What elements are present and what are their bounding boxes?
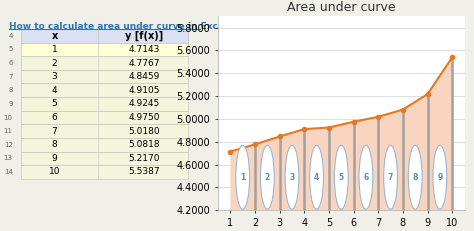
Circle shape	[408, 145, 422, 209]
Text: 4.9245: 4.9245	[128, 99, 160, 108]
Polygon shape	[329, 122, 354, 210]
Text: 5: 5	[9, 46, 13, 52]
Circle shape	[236, 145, 250, 209]
Text: 2: 2	[264, 173, 270, 182]
Text: 5: 5	[339, 173, 344, 182]
FancyBboxPatch shape	[21, 29, 188, 43]
Polygon shape	[403, 94, 428, 210]
Polygon shape	[354, 117, 378, 210]
Text: 4.8459: 4.8459	[128, 72, 160, 81]
Text: 9: 9	[52, 154, 57, 163]
FancyBboxPatch shape	[21, 97, 188, 111]
Text: 4: 4	[314, 173, 319, 182]
Polygon shape	[304, 128, 329, 210]
Text: 8: 8	[8, 87, 13, 93]
Text: 10: 10	[49, 167, 60, 176]
FancyBboxPatch shape	[21, 111, 188, 124]
FancyBboxPatch shape	[21, 165, 188, 179]
Circle shape	[359, 145, 373, 209]
Text: 11: 11	[4, 128, 13, 134]
Text: 5.5387: 5.5387	[128, 167, 160, 176]
Text: 10: 10	[4, 115, 13, 121]
Polygon shape	[378, 109, 403, 210]
Polygon shape	[230, 144, 255, 210]
Text: 8: 8	[412, 173, 418, 182]
Text: 13: 13	[4, 155, 13, 161]
Text: 1: 1	[52, 45, 57, 54]
Text: 4.9750: 4.9750	[128, 113, 160, 122]
Text: 3: 3	[289, 173, 295, 182]
Text: 14: 14	[4, 169, 13, 175]
Text: 12: 12	[4, 142, 13, 148]
Circle shape	[383, 145, 398, 209]
Circle shape	[334, 145, 348, 209]
Circle shape	[285, 145, 299, 209]
Text: 5: 5	[52, 99, 57, 108]
Text: 8: 8	[52, 140, 57, 149]
FancyBboxPatch shape	[21, 83, 188, 97]
Text: 2: 2	[52, 58, 57, 67]
Text: 4.9105: 4.9105	[128, 86, 160, 95]
FancyBboxPatch shape	[21, 43, 188, 56]
Text: 5.2170: 5.2170	[128, 154, 160, 163]
FancyBboxPatch shape	[21, 70, 188, 83]
Polygon shape	[255, 137, 280, 210]
Title: Area under curve: Area under curve	[287, 1, 396, 14]
Text: 3: 3	[52, 72, 57, 81]
Text: 5.0818: 5.0818	[128, 140, 160, 149]
Text: y [f(x)]: y [f(x)]	[125, 31, 163, 41]
Text: 1: 1	[240, 173, 246, 182]
Text: 7: 7	[52, 127, 57, 136]
Text: 6: 6	[363, 173, 369, 182]
Text: 4: 4	[9, 33, 13, 39]
Text: 5.0180: 5.0180	[128, 127, 160, 136]
Text: 7: 7	[8, 74, 13, 80]
Text: 4.7767: 4.7767	[128, 58, 160, 67]
Text: 6: 6	[8, 60, 13, 66]
FancyBboxPatch shape	[21, 56, 188, 70]
FancyBboxPatch shape	[21, 152, 188, 165]
Text: x: x	[51, 31, 58, 41]
Text: 4: 4	[52, 86, 57, 95]
Text: 6: 6	[52, 113, 57, 122]
Text: 9: 9	[8, 101, 13, 107]
Text: 7: 7	[388, 173, 393, 182]
Circle shape	[310, 145, 324, 209]
Text: 4.7143: 4.7143	[128, 45, 160, 54]
Text: How to calculate area under curve in Excel: How to calculate area under curve in Exc…	[9, 22, 227, 31]
Circle shape	[260, 145, 274, 209]
FancyBboxPatch shape	[21, 124, 188, 138]
Polygon shape	[280, 129, 304, 210]
Text: 9: 9	[437, 173, 443, 182]
Circle shape	[433, 145, 447, 209]
FancyBboxPatch shape	[21, 138, 188, 152]
Polygon shape	[428, 58, 452, 210]
